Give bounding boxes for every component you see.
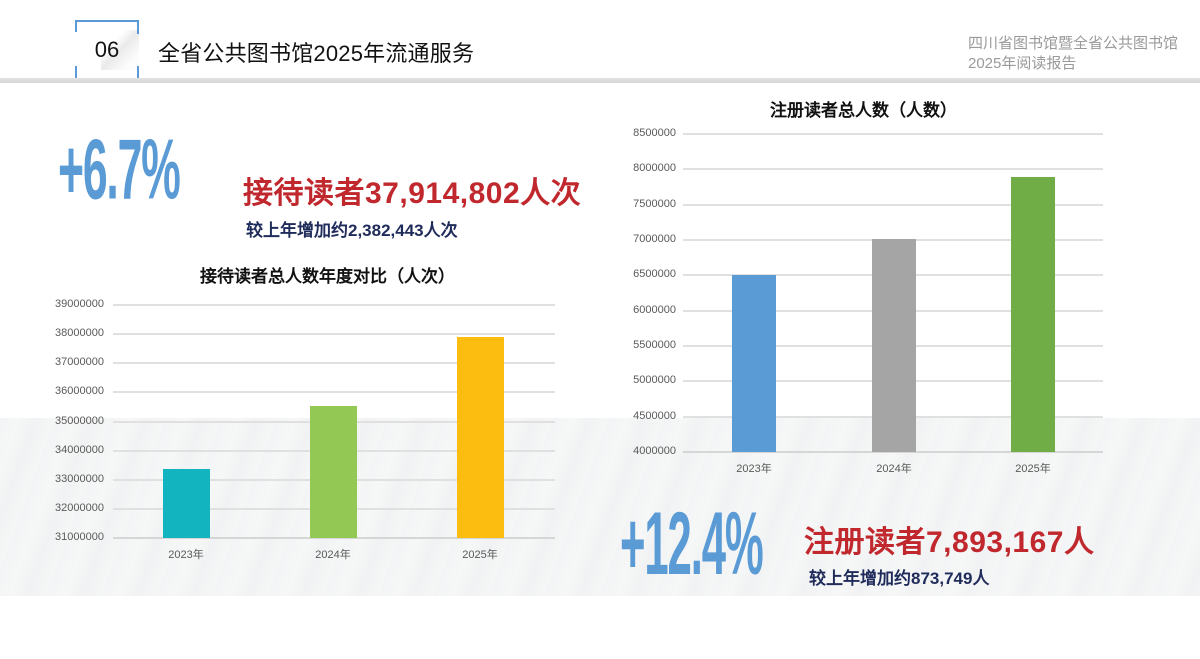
section-number: 06 [94,37,120,62]
x-tick-label: 2023年 [168,549,204,561]
x-tick-label: 2025年 [462,549,498,561]
chart-title: 注册读者总人数（人数） [770,101,957,120]
report-title: 四川省图书馆暨全省公共图书馆 2025年阅读报告 [968,34,1178,74]
registered-headline: 注册读者7,893,167人 [804,526,1095,559]
x-tick-label: 2024年 [315,549,351,561]
y-tick-label: 31000000 [55,531,104,543]
visitors-increase: 较上年增加约2,382,443人次 [246,221,458,240]
y-tick-label: 5000000 [633,374,676,387]
gridline [113,304,555,306]
chart-title: 接待读者总人数年度对比（人次） [200,267,455,286]
badge-shadow [101,30,139,70]
y-tick-label: 33000000 [55,472,104,485]
bar-1 [872,238,916,452]
y-tick-label: 6000000 [633,303,676,316]
y-tick-label: 35000000 [55,414,104,427]
y-tick-label: 4500000 [633,409,676,422]
gridline [113,362,555,365]
header-divider [0,78,1200,83]
gridline [683,203,1103,206]
y-tick-label: 8500000 [633,127,676,139]
gridline [683,133,1103,135]
x-tick-label: 2023年 [736,463,772,475]
y-tick-label: 6500000 [633,268,676,281]
x-tick-label: 2025年 [1015,463,1051,475]
bar-1 [309,405,357,538]
y-tick-label: 8000000 [633,162,676,175]
x-axis-line [113,537,555,539]
y-tick-label: 7000000 [633,233,676,245]
y-tick-label: 5500000 [633,339,676,351]
gridline [113,333,555,336]
page-title: 全省公共图书馆2025年流通服务 [158,41,475,66]
gridline [683,168,1103,171]
section-number-badge: 06 [75,20,139,80]
visitors-headline: 接待读者37,914,802人次 [243,177,582,210]
bar-0 [162,468,210,538]
report-title-line2: 2025年阅读报告 [968,55,1077,72]
badge-frame-bottom-right [127,66,139,80]
x-axis-line [683,451,1103,453]
x-tick-label: 2024年 [876,463,912,475]
registered-increase: 较上年增加约873,749人 [809,569,990,588]
badge-frame-top-right [127,20,139,34]
gridline [113,391,555,394]
y-tick-label: 34000000 [55,443,104,456]
y-tick-label: 37000000 [55,356,104,369]
bar-2 [1011,176,1055,452]
y-tick-label: 39000000 [55,298,104,310]
y-tick-label: 32000000 [55,501,104,514]
visitors-growth-percent: +6.7% [58,123,181,218]
badge-frame-top [75,20,139,32]
bar-2 [456,336,504,538]
registered-growth-percent: +12.4% [620,493,764,594]
y-tick-label: 4000000 [633,445,676,457]
bar-0 [732,274,776,452]
y-tick-label: 7500000 [633,197,676,210]
y-tick-label: 38000000 [55,327,104,340]
y-tick-label: 36000000 [55,385,104,398]
report-title-line1: 四川省图书馆暨全省公共图书馆 [968,35,1179,52]
